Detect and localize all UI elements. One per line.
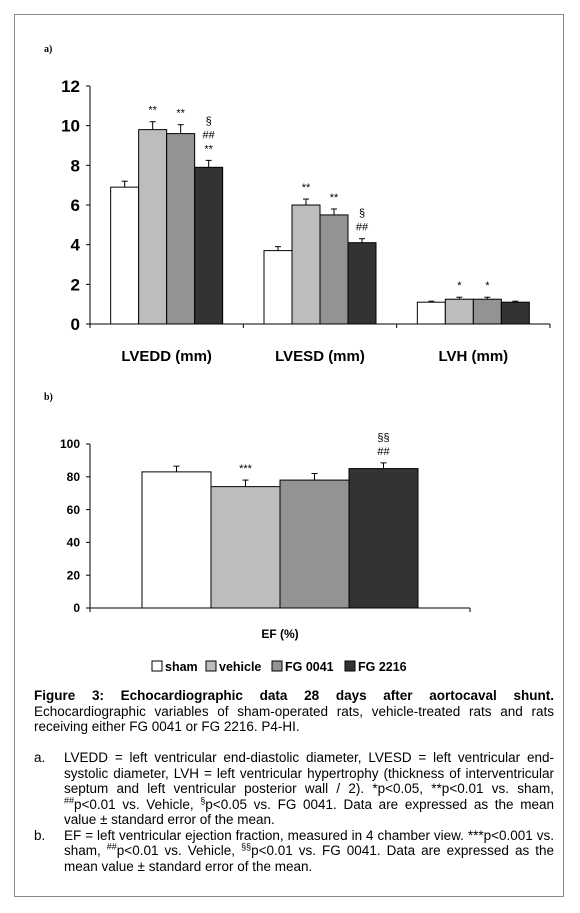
- caption-title: Figure 3: Echocardiographic data 28 days…: [34, 688, 554, 703]
- bar: [210, 486, 281, 609]
- bar: [416, 301, 446, 325]
- category-label: LVEDD (mm): [121, 348, 212, 365]
- y-tick-label: 20: [67, 568, 81, 582]
- legend-label: sham: [165, 660, 198, 674]
- y-tick-label: 80: [67, 470, 81, 484]
- bar: [348, 468, 419, 609]
- y-tick-label: 2: [71, 275, 80, 294]
- figure-frame: [14, 14, 564, 897]
- legend-swatch: [344, 660, 356, 672]
- significance-label: §: [359, 208, 365, 220]
- y-tick-label: 0: [73, 601, 80, 615]
- significance-label: **: [148, 105, 157, 117]
- note-letter: a.: [34, 750, 46, 765]
- note-body: LVEDD = left ventricular end-diastolic d…: [64, 750, 555, 827]
- bar: [444, 298, 474, 325]
- y-tick-label: 100: [60, 437, 80, 451]
- significance-label: ***: [239, 463, 253, 475]
- note-body: EF = left ventricular ejection fraction,…: [64, 827, 555, 874]
- y-tick-label: 0: [71, 315, 80, 334]
- significance-label: ##: [203, 129, 216, 141]
- legend-label: FG 0041: [285, 660, 334, 674]
- significance-label: *: [485, 280, 490, 292]
- legend-label: FG 2216: [358, 660, 407, 674]
- category-label: LVH (mm): [438, 348, 508, 365]
- significance-label: **: [330, 192, 339, 204]
- significance-label: **: [302, 182, 311, 194]
- significance-label: **: [204, 143, 213, 155]
- bar: [291, 204, 321, 325]
- bar: [279, 479, 350, 609]
- caption-text: Echocardiographic variables of sham-oper…: [34, 703, 554, 735]
- bar: [472, 298, 502, 325]
- bar: [319, 214, 349, 325]
- legend-label: vehicle: [219, 660, 261, 674]
- significance-label: **: [176, 108, 185, 120]
- bar: [110, 186, 140, 325]
- y-tick-label: 4: [71, 236, 81, 255]
- y-tick-label: 8: [71, 156, 80, 175]
- significance-label: §: [206, 115, 212, 127]
- significance-label: *: [457, 280, 462, 292]
- bar: [347, 242, 377, 325]
- legend-swatch: [151, 660, 163, 672]
- panel-a-label: a): [44, 44, 53, 55]
- category-label: LVESD (mm): [275, 348, 365, 365]
- bar: [194, 166, 224, 325]
- y-tick-label: 60: [67, 503, 81, 517]
- significance-label: ##: [377, 446, 390, 458]
- note-b: b. EF = left ventricular ejection fracti…: [34, 828, 554, 875]
- legend: sham vehicle FG 0041 FG 2216: [151, 660, 407, 674]
- legend-swatch: [205, 660, 217, 672]
- significance-label: ##: [356, 222, 369, 234]
- bar: [263, 250, 293, 325]
- panel-b-label: b): [44, 392, 53, 403]
- y-tick-label: 10: [61, 117, 80, 136]
- y-tick-label: 6: [71, 196, 80, 215]
- bar: [138, 129, 168, 325]
- x-axis-label: EF (%): [261, 627, 298, 641]
- y-tick-label: 40: [67, 536, 81, 550]
- bar: [141, 471, 212, 609]
- figure-notes: a. LVEDD = left ventricular end-diastoli…: [34, 750, 554, 874]
- note-letter: b.: [34, 827, 46, 843]
- figure-caption: Figure 3: Echocardiographic data 28 days…: [34, 688, 554, 735]
- bar: [500, 301, 530, 325]
- chart-b: 0 20 40 60 80 100 *** §§ ## EF (%): [60, 432, 471, 641]
- legend-swatch: [271, 660, 283, 672]
- bar: [166, 133, 196, 325]
- note-a: a. LVEDD = left ventricular end-diastoli…: [34, 750, 554, 828]
- significance-label: §§: [377, 432, 389, 444]
- y-tick-label: 12: [61, 77, 80, 96]
